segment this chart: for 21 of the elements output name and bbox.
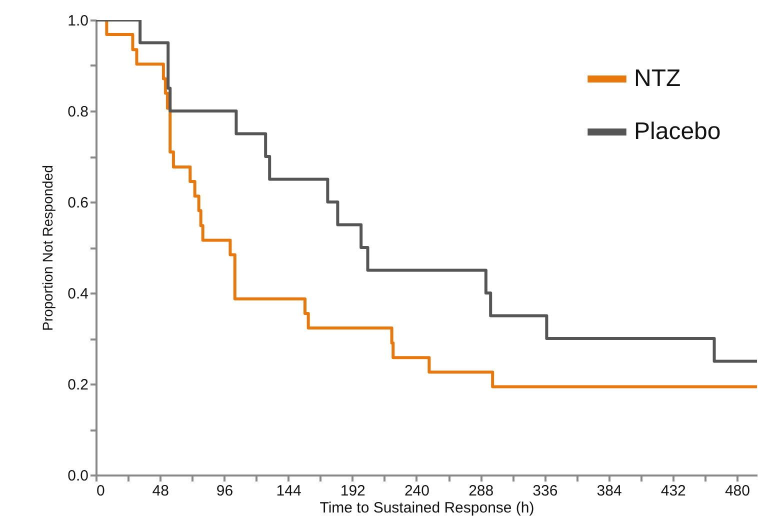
y-tick-label: 0.8 [68,104,88,120]
x-tick-label: 288 [468,482,494,500]
x-tick-label: 0 [96,482,105,500]
x-tick-label: 240 [404,482,430,500]
x-tick-label: 480 [724,482,750,500]
y-axis-title: Proportion Not Responded [40,165,56,331]
x-tick-label: 432 [660,482,686,500]
x-tick-label: 96 [216,482,234,500]
legend-label: NTZ [634,65,681,92]
y-tick-label: 0.0 [68,468,88,484]
y-tick-label: 0.6 [68,194,88,212]
x-tick-label: 384 [596,482,622,500]
y-tick-label: 1.0 [68,12,88,30]
x-tick-label: 192 [340,482,366,500]
legend-label: Placebo [634,118,721,145]
y-tick-label: 0.4 [68,286,88,302]
x-tick-label: 144 [276,482,302,500]
x-tick-label: 336 [532,482,558,500]
x-tick-label: 48 [152,482,169,500]
y-tick-label: 0.2 [68,376,88,394]
x-axis-title: Time to Sustained Response (h) [320,500,534,516]
